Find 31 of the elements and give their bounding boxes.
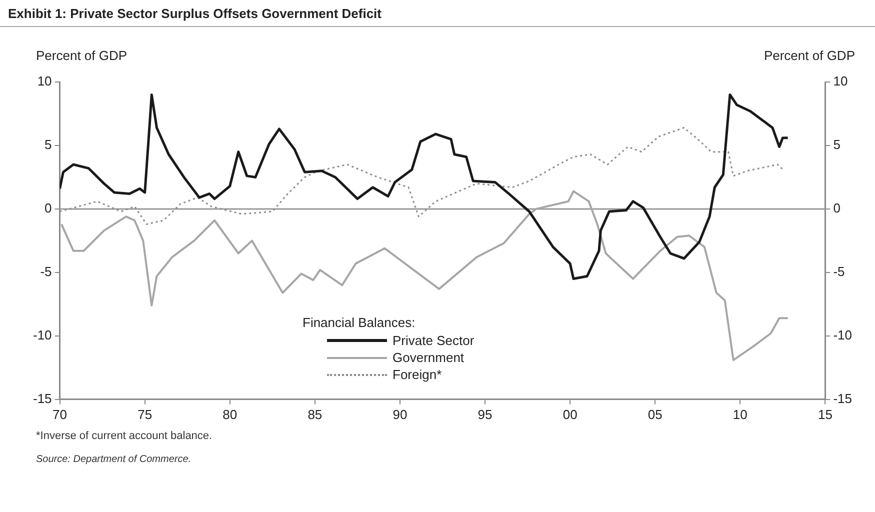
y-axis-title: Percent of GDP — [36, 48, 128, 63]
x-tick-label: 75 — [138, 406, 152, 422]
x-tick-label: 05 — [648, 406, 662, 422]
y2-tick-label: -15 — [833, 390, 852, 406]
source-note: Source: Department of Commerce. — [36, 454, 192, 465]
y2-tick-label: -10 — [833, 328, 852, 342]
text: *Inverse of current account balance. — [36, 430, 212, 442]
y2-tick-label: -5 — [833, 264, 845, 280]
x-tick-label: 70 — [52, 406, 68, 422]
x-tick-label: 10 — [732, 406, 748, 422]
legend-title: Financial Balances: — [302, 315, 416, 330]
legend-label: Foreign* — [392, 366, 443, 384]
y-tick-label: 0 — [44, 200, 52, 216]
y-tick-label: -10 — [32, 328, 52, 342]
legend-label: Private Sector — [392, 332, 474, 350]
y-tick-label: 5 — [44, 137, 52, 152]
x-tick-label: 90 — [392, 406, 408, 422]
y-tick-label: 10 — [37, 74, 52, 89]
x-tick-label: 15 — [818, 406, 832, 422]
legend-label: Government — [392, 349, 466, 366]
y2-tick-label: 0 — [833, 200, 840, 216]
x-tick-label: 00 — [562, 406, 578, 422]
x-tick-label: 95 — [478, 406, 492, 422]
y-tick-label: -15 — [32, 390, 52, 406]
y-tick-label: -5 — [40, 264, 52, 280]
y2-tick-label: 5 — [833, 137, 840, 152]
x-tick-label: 80 — [222, 406, 238, 422]
y2-axis-title: Percent of GDP — [764, 48, 855, 63]
chart-title: Exhibit 1: Private Sector Surplus Offsets Government Deficit — [8, 6, 382, 21]
x-tick-label: 85 — [308, 406, 322, 422]
y2-tick-label: 10 — [833, 74, 848, 89]
